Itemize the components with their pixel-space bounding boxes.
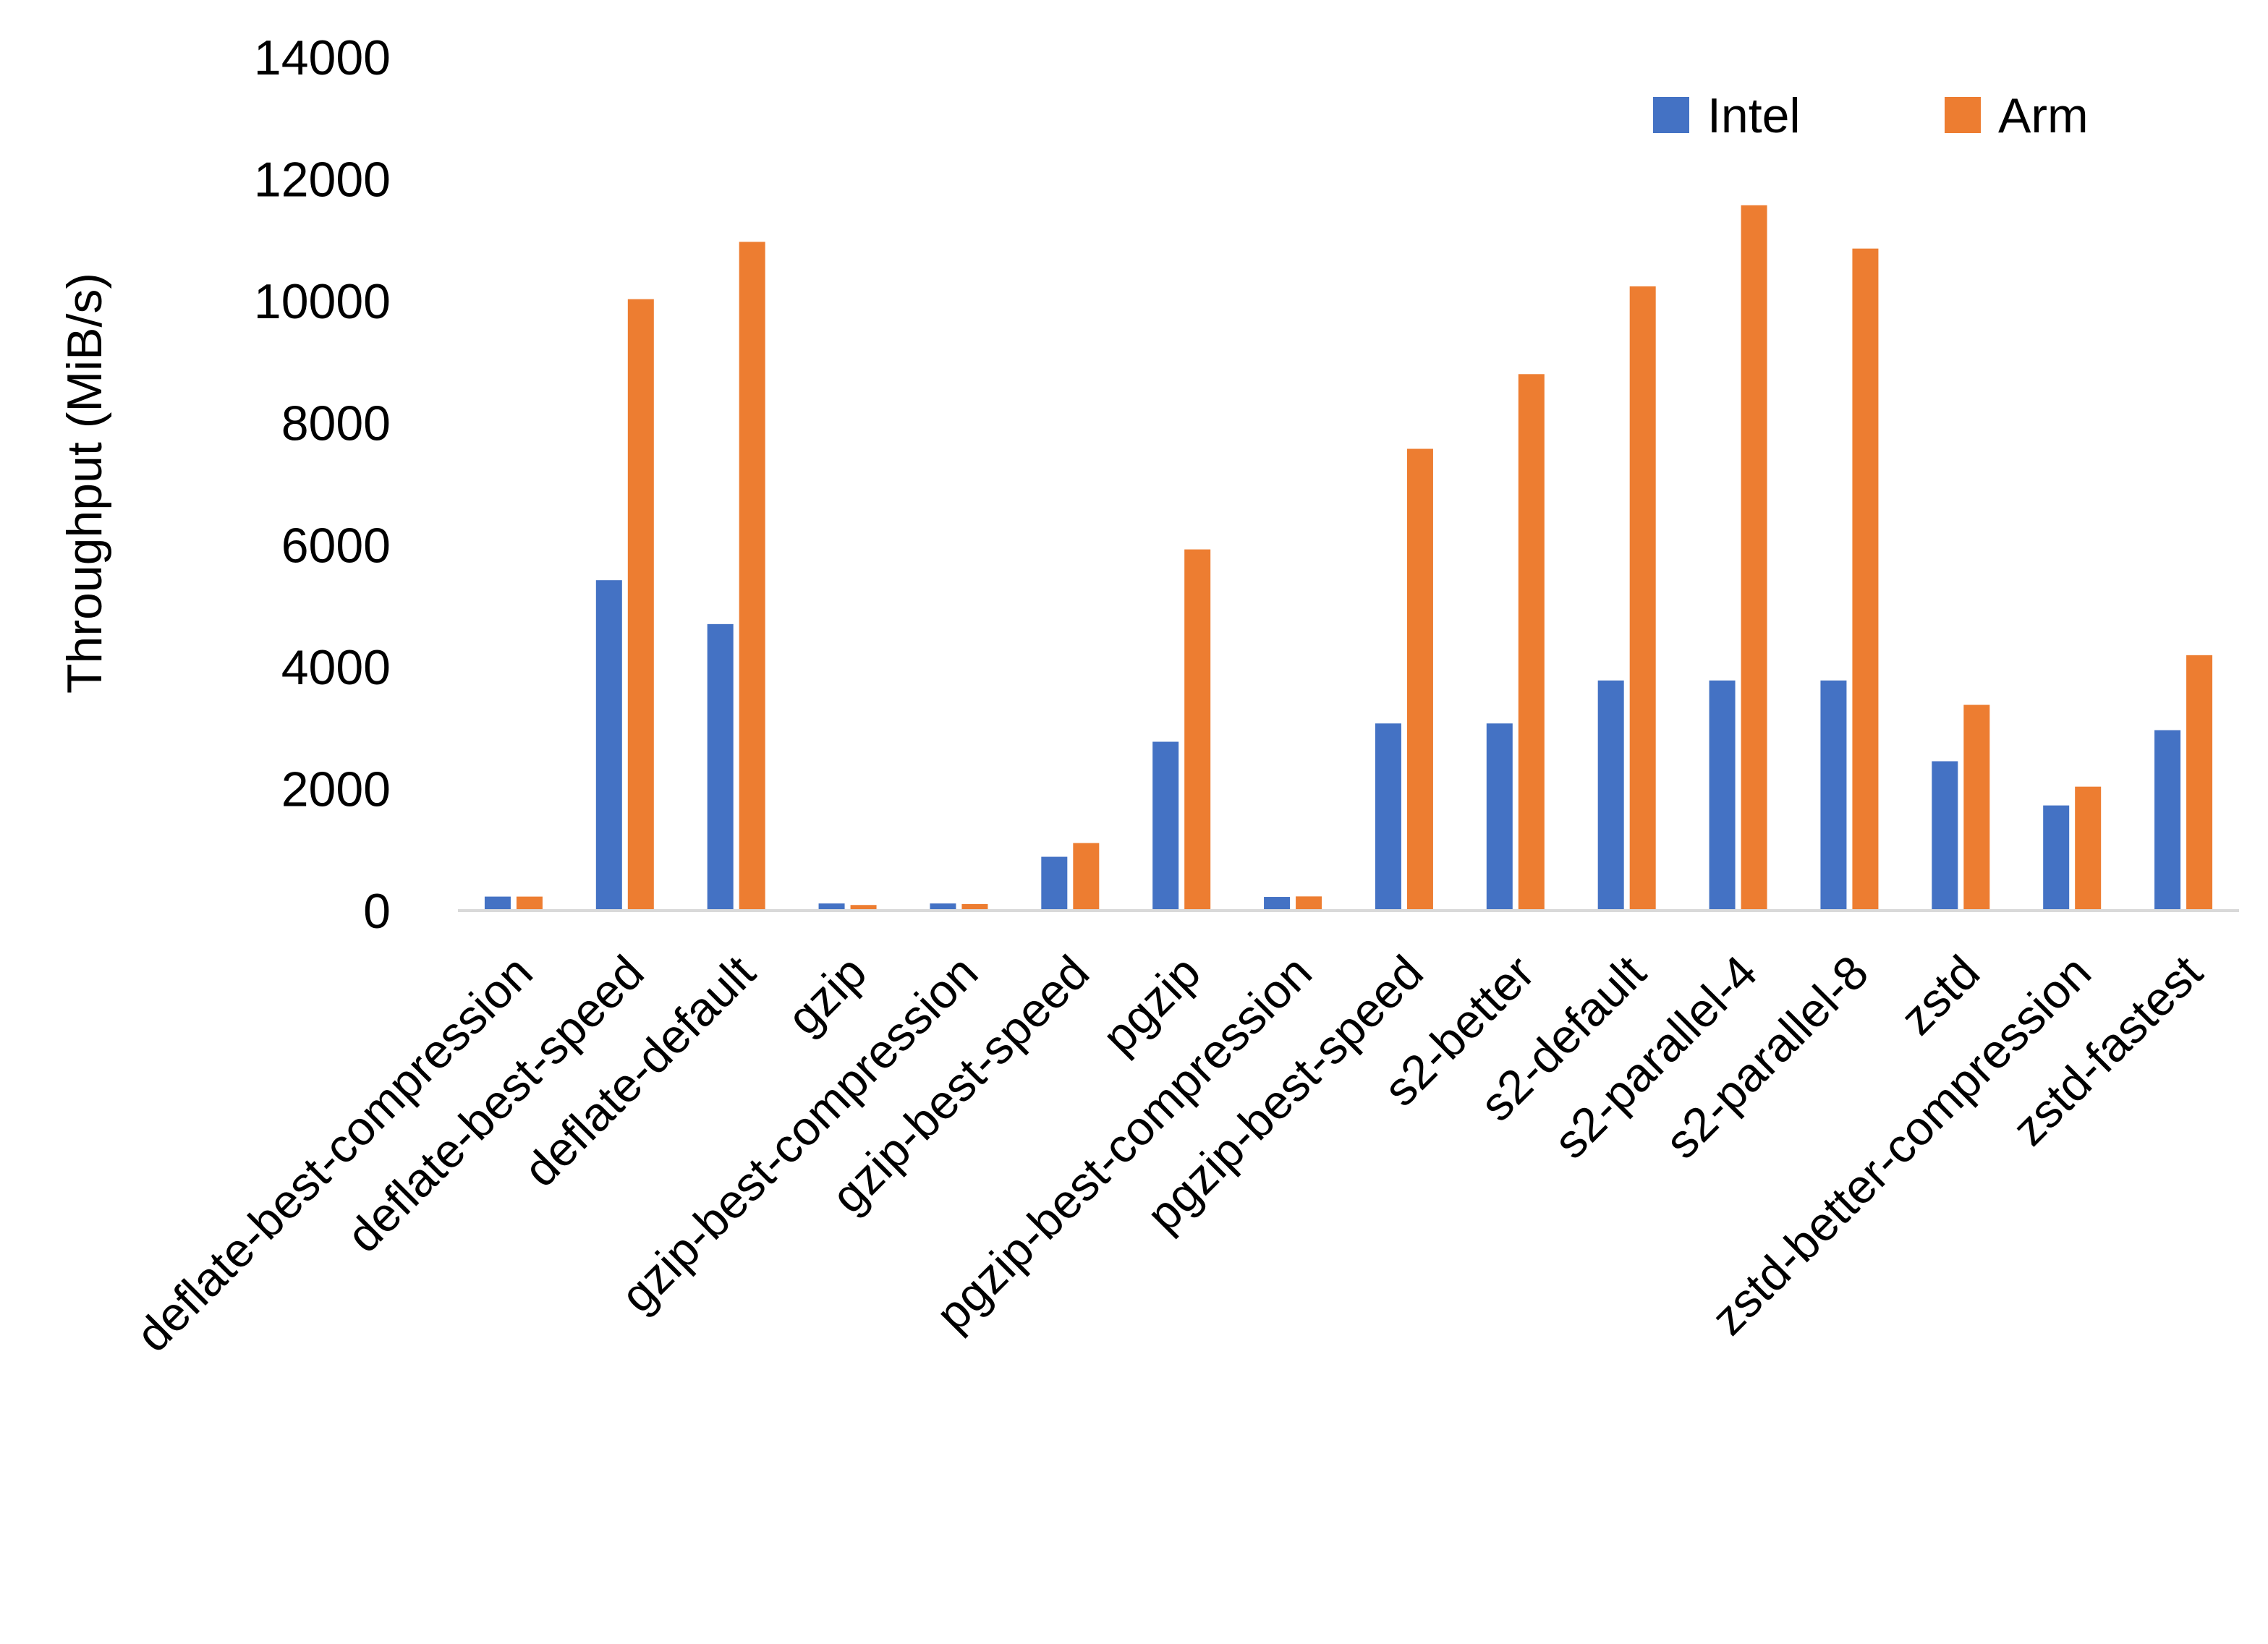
bar-intel-gzip-best-speed [1041, 856, 1068, 911]
bar-intel-gzip-best-compression [930, 903, 956, 911]
y-tick-label: 14000 [254, 30, 391, 85]
bar-arm-deflate-best-speed [627, 299, 654, 911]
bar-arm-pgzip-best-speed [1406, 448, 1433, 911]
legend: Intel Arm [1653, 88, 2089, 143]
bar-intel-s2-default [1597, 680, 1624, 911]
bar-arm-zstd-fastest [2186, 655, 2213, 911]
y-tick-label: 6000 [281, 518, 391, 573]
bar-intel-pgzip [1152, 741, 1179, 911]
bar-intel-pgzip-best-speed [1375, 723, 1401, 911]
bar-intel-deflate-best-speed [595, 580, 622, 911]
bar-arm-gzip-best-compression [961, 903, 988, 911]
x-tick-label: gzip [777, 945, 877, 1045]
bar-intel-gzip [818, 903, 845, 911]
bar-arm-zstd [1963, 704, 1990, 911]
bar-arm-s2-default [1629, 286, 1656, 911]
bar-arm-pgzip-best-compression [1296, 896, 1322, 911]
bar-intel-zstd [1932, 761, 1958, 911]
legend-swatch-intel [1653, 97, 1689, 133]
bar-intel-deflate-best-compression [484, 896, 511, 911]
y-tick-label: 8000 [281, 396, 391, 451]
bar-intel-deflate-default [707, 623, 734, 911]
bar-intel-s2-better [1486, 723, 1513, 911]
y-axis-label: Throughput (MiB/s) [57, 273, 112, 694]
bar-intel-s2-parallel-8 [1820, 680, 1847, 911]
legend-swatch-arm [1945, 97, 1981, 133]
bar-arm-s2-better [1518, 374, 1545, 911]
bar-arm-zstd-better-compression [2075, 786, 2102, 911]
bar-intel-pgzip-best-compression [1264, 897, 1291, 911]
bar-intel-zstd-fastest [2154, 730, 2181, 911]
legend-label-intel: Intel [1707, 88, 1801, 143]
bar-arm-deflate-default [739, 242, 765, 911]
x-tick-label: zstd [1890, 945, 1989, 1045]
y-tick-label: 4000 [281, 640, 391, 695]
bar-arm-deflate-best-compression [516, 896, 543, 911]
bar-arm-s2-parallel-8 [1852, 248, 1879, 911]
bar-intel-zstd-better-compression [2043, 805, 2070, 911]
y-tick-label: 0 [363, 884, 391, 939]
bar-arm-gzip [850, 905, 877, 911]
y-tick-label: 10000 [254, 274, 391, 329]
bar-arm-gzip-best-speed [1073, 843, 1100, 911]
y-tick-label: 12000 [254, 153, 391, 208]
y-tick-label: 2000 [281, 762, 391, 817]
bar-intel-s2-parallel-4 [1709, 680, 1736, 911]
bar-arm-s2-parallel-4 [1741, 205, 1767, 911]
legend-label-arm: Arm [1998, 88, 2089, 143]
bar-arm-pgzip [1184, 549, 1211, 911]
